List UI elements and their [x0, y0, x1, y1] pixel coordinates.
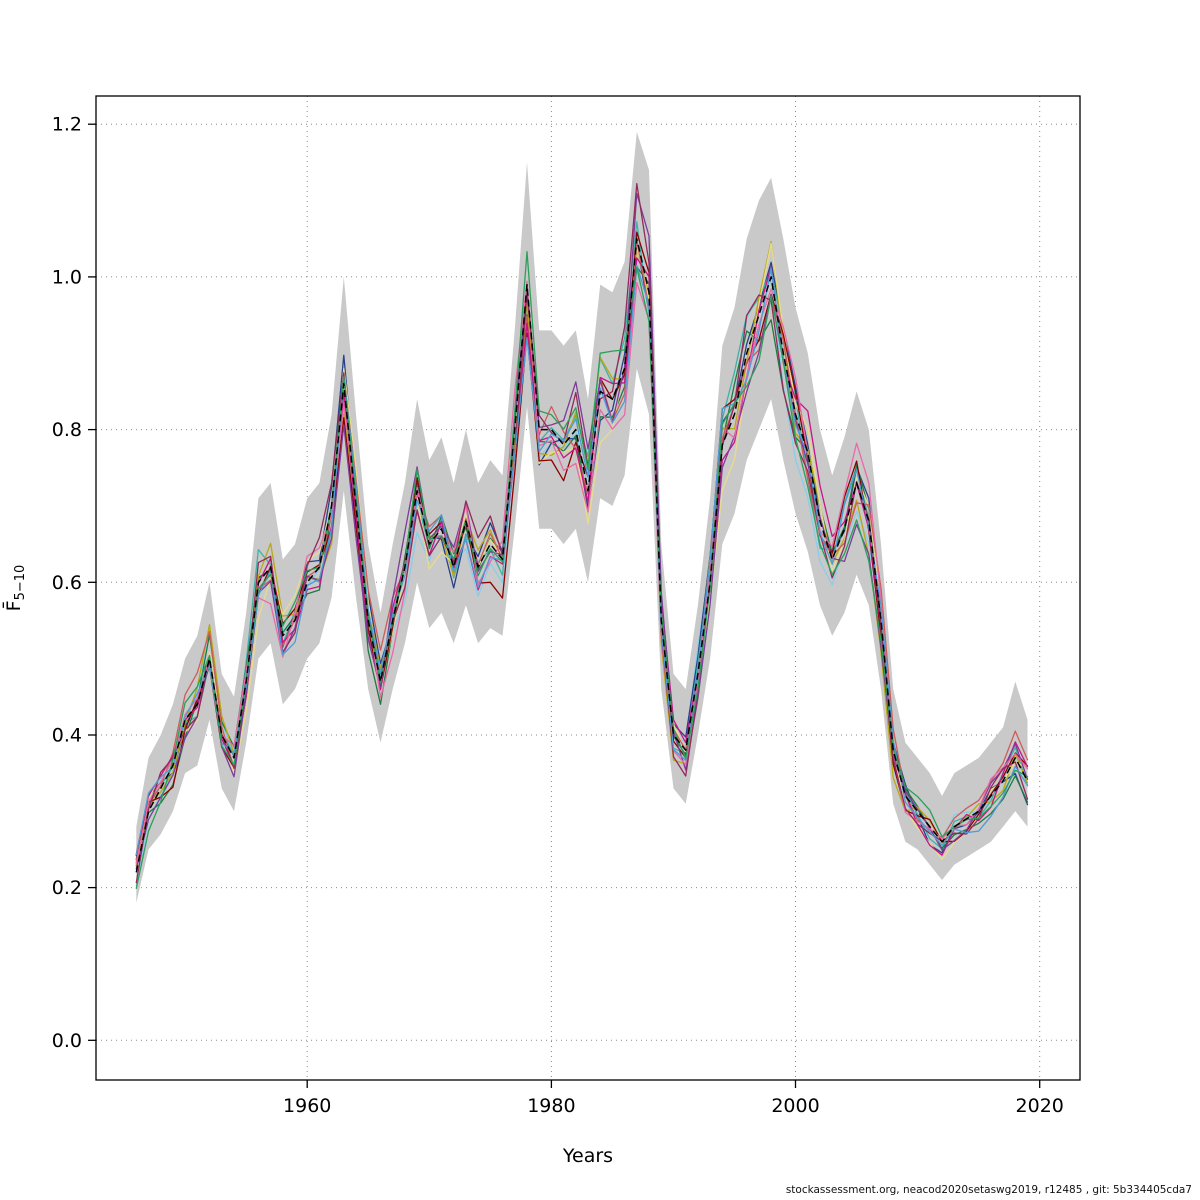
central-line-layer [135, 238, 1029, 873]
y-tick-label: 0.4 [52, 725, 82, 747]
axis-ticks [88, 123, 1041, 1088]
y-tick-label: 0.0 [52, 1030, 82, 1052]
confidence-band [136, 131, 1028, 903]
y-axis-title-base: F̄ [1, 600, 25, 611]
y-tick-label: 0.6 [52, 572, 82, 594]
plot-border [95, 95, 1081, 1081]
y-tick-label: 1.0 [52, 266, 82, 288]
gridlines [96, 96, 1080, 1080]
x-tick-label: 2020 [1016, 1095, 1064, 1117]
ensemble-line [135, 183, 1029, 884]
footer-credit: stockassessment.org, neacod2020setaswg20… [786, 1184, 1192, 1196]
y-axis-title: F̄5−10 [1, 565, 28, 612]
x-tick-label: 1960 [283, 1095, 331, 1117]
ensemble-line [135, 251, 1029, 890]
ensemble-line [135, 264, 1029, 856]
axis-tick-labels: 1960 1980 2000 2020 0.0 0.2 0.4 0.6 0.8 1.0 1.2 [52, 114, 1064, 1117]
x-tick-label: 2000 [771, 1095, 819, 1117]
y-tick-label: 1.2 [52, 114, 82, 136]
x-tick-label: 1980 [527, 1095, 575, 1117]
x-axis-title: Years [562, 1145, 613, 1167]
y-tick-label: 0.8 [52, 419, 82, 441]
central-dashed-line [135, 238, 1029, 873]
y-axis-title-subscript: 5−10 [13, 565, 28, 601]
ensemble-line [135, 239, 1029, 862]
confidence-band-layer [136, 131, 1028, 903]
y-tick-label: 0.2 [52, 877, 82, 899]
